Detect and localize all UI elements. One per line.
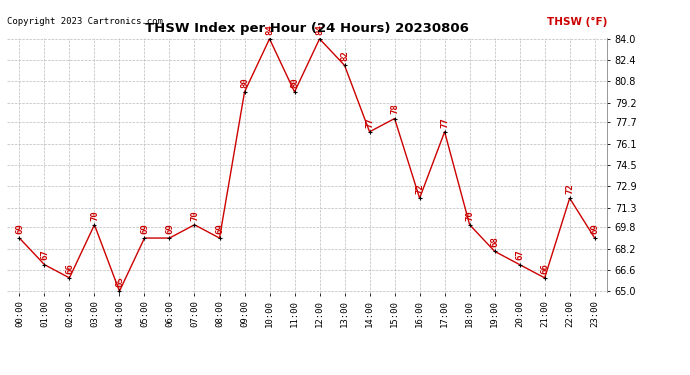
Text: 70: 70 bbox=[465, 210, 474, 220]
Text: 66: 66 bbox=[540, 263, 549, 274]
Text: 78: 78 bbox=[390, 104, 399, 114]
Text: 84: 84 bbox=[265, 24, 274, 34]
Text: 69: 69 bbox=[590, 223, 599, 234]
Text: 69: 69 bbox=[140, 223, 149, 234]
Text: 70: 70 bbox=[90, 210, 99, 220]
Text: 67: 67 bbox=[515, 250, 524, 261]
Text: 80: 80 bbox=[240, 77, 249, 88]
Title: THSW Index per Hour (24 Hours) 20230806: THSW Index per Hour (24 Hours) 20230806 bbox=[145, 22, 469, 35]
Text: 72: 72 bbox=[565, 183, 574, 194]
Text: 69: 69 bbox=[15, 223, 24, 234]
Text: Copyright 2023 Cartronics.com: Copyright 2023 Cartronics.com bbox=[7, 17, 163, 26]
Text: 82: 82 bbox=[340, 51, 349, 61]
Text: 77: 77 bbox=[440, 117, 449, 128]
Text: 69: 69 bbox=[165, 223, 174, 234]
Text: 65: 65 bbox=[115, 276, 124, 287]
Text: 84: 84 bbox=[315, 24, 324, 34]
Text: 70: 70 bbox=[190, 210, 199, 220]
Text: 67: 67 bbox=[40, 250, 49, 261]
Text: 68: 68 bbox=[490, 236, 499, 247]
Text: 80: 80 bbox=[290, 77, 299, 88]
Text: 66: 66 bbox=[65, 263, 74, 274]
Text: 77: 77 bbox=[365, 117, 374, 128]
Text: 69: 69 bbox=[215, 223, 224, 234]
Text: THSW (°F): THSW (°F) bbox=[547, 17, 607, 27]
Text: 72: 72 bbox=[415, 183, 424, 194]
